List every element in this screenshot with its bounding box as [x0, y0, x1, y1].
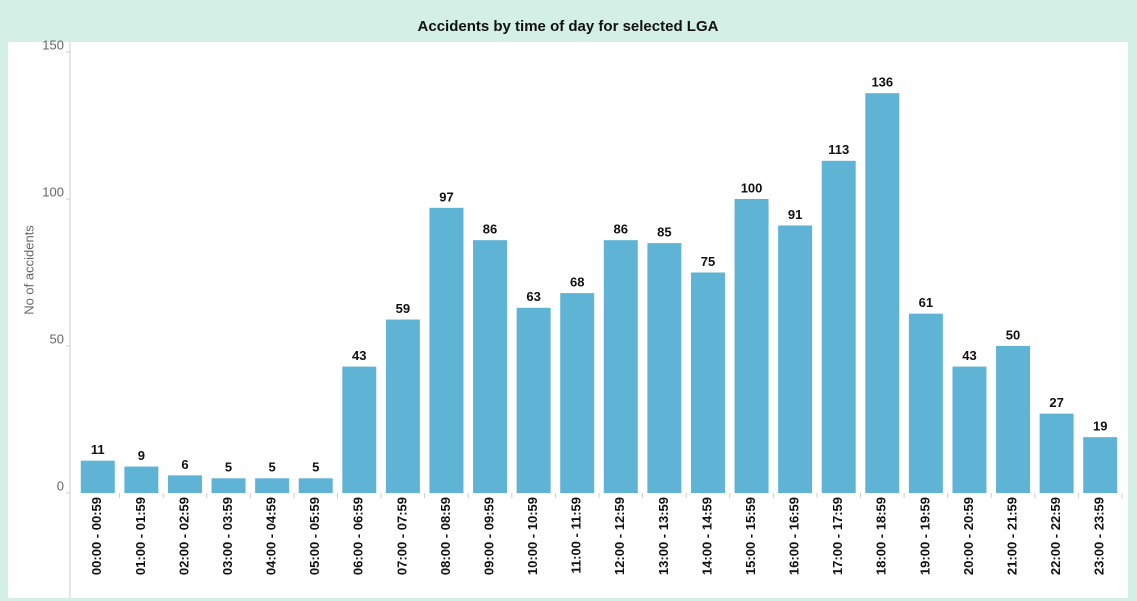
value-label: 9 [138, 448, 145, 463]
value-label: 86 [614, 222, 628, 237]
x-tick-label: 14:00 - 14:59 [699, 497, 714, 575]
value-label: 59 [396, 301, 410, 316]
y-tick-label: 50 [50, 331, 64, 346]
y-tick-label: 150 [42, 37, 64, 52]
y-tick-label: 0 [57, 478, 64, 493]
value-label: 19 [1093, 419, 1107, 434]
bar [473, 240, 508, 493]
value-label: 11 [91, 442, 105, 457]
bar [124, 466, 159, 493]
x-tick-label: 11:00 - 11:59 [569, 497, 584, 574]
value-label: 43 [962, 348, 976, 363]
bar [80, 460, 115, 493]
x-tick-label: 23:00 - 23:59 [1092, 497, 1107, 575]
bar [298, 478, 333, 493]
x-tick-label: 22:00 - 22:59 [1048, 497, 1063, 575]
bar [1083, 437, 1118, 493]
value-label: 5 [269, 460, 276, 475]
value-label: 5 [225, 460, 232, 475]
bar [996, 346, 1031, 493]
value-label: 5 [312, 460, 319, 475]
bar [342, 366, 377, 493]
bar [908, 313, 943, 493]
bar [516, 307, 551, 493]
value-label: 43 [352, 348, 366, 363]
value-label: 27 [1049, 395, 1063, 410]
x-tick-label: 02:00 - 02:59 [176, 497, 191, 575]
x-tick-label: 07:00 - 07:59 [394, 497, 409, 575]
bar [167, 475, 202, 493]
x-tick-label: 10:00 - 10:59 [525, 497, 540, 575]
bar [385, 319, 420, 493]
x-tick-label: 06:00 - 06:59 [351, 497, 366, 575]
x-tick-label: 09:00 - 09:59 [481, 497, 496, 575]
value-label: 100 [741, 180, 763, 195]
value-label: 6 [181, 457, 188, 472]
bar [1039, 413, 1074, 493]
x-tick-label: 03:00 - 03:59 [220, 497, 235, 575]
x-tick-label: 15:00 - 15:59 [743, 497, 758, 575]
value-label: 63 [526, 289, 540, 304]
value-label: 97 [439, 189, 453, 204]
x-tick-label: 17:00 - 17:59 [830, 497, 845, 575]
value-label: 75 [701, 254, 715, 269]
value-label: 86 [483, 222, 497, 237]
bar [603, 240, 638, 493]
value-label: 113 [828, 142, 849, 157]
value-label: 50 [1006, 327, 1020, 342]
x-tick-label: 18:00 - 18:59 [874, 497, 889, 575]
value-label: 136 [871, 75, 893, 90]
value-label: 61 [919, 295, 933, 310]
x-tick-label: 16:00 - 16:59 [787, 497, 802, 575]
bar [821, 160, 856, 493]
y-axis-title: No of accidents [21, 225, 36, 315]
x-tick-label: 21:00 - 21:59 [1004, 497, 1019, 575]
x-tick-label: 01:00 - 01:59 [133, 497, 148, 575]
bar [255, 478, 290, 493]
bar [734, 199, 769, 493]
x-tick-label: 05:00 - 05:59 [307, 497, 322, 575]
bar [647, 243, 682, 493]
bar [429, 207, 464, 493]
x-tick-label: 13:00 - 13:59 [656, 497, 671, 575]
x-tick-label: 19:00 - 19:59 [917, 497, 932, 575]
x-tick-label: 04:00 - 04:59 [264, 497, 279, 575]
chart-title: Accidents by time of day for selected LG… [418, 18, 719, 35]
bar [690, 272, 725, 493]
bar [778, 225, 813, 493]
bar [865, 93, 900, 493]
x-tick-label: 00:00 - 00:59 [89, 497, 104, 575]
value-label: 68 [570, 275, 584, 290]
value-label: 85 [657, 225, 671, 240]
bar [952, 366, 987, 493]
x-tick-label: 12:00 - 12:59 [612, 497, 627, 575]
x-tick-label: 08:00 - 08:59 [438, 497, 453, 575]
x-tick-label: 20:00 - 20:59 [961, 497, 976, 575]
bar [560, 293, 595, 493]
value-label: 91 [788, 207, 802, 222]
bar [211, 478, 246, 493]
y-tick-label: 100 [42, 184, 64, 199]
